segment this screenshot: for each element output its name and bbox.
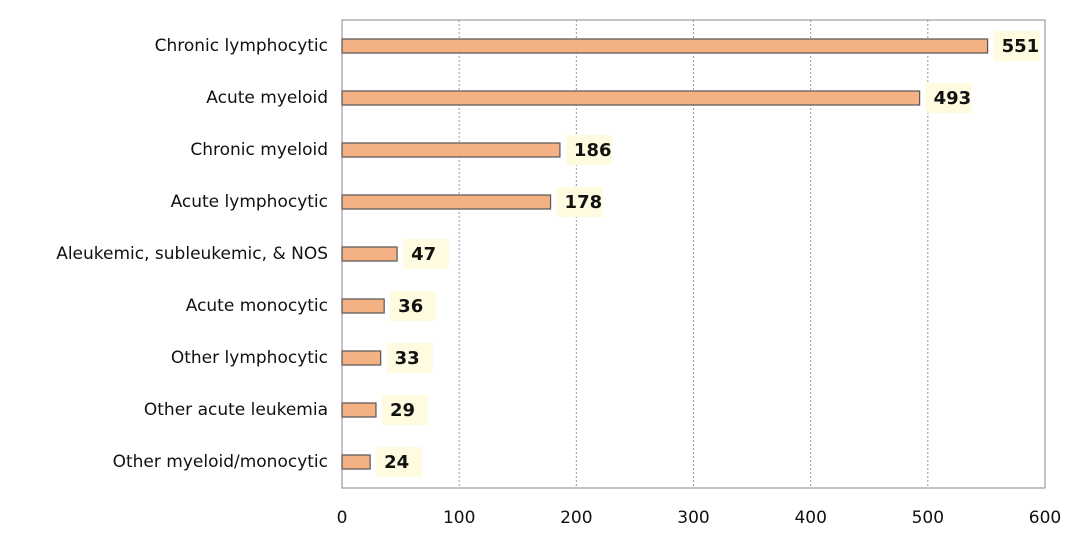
value-label: 493 (934, 88, 972, 109)
x-tick-label: 200 (560, 508, 592, 528)
bar (341, 90, 921, 106)
bar (341, 38, 989, 54)
x-tick-label: 100 (443, 508, 475, 528)
value-label-background (403, 239, 450, 269)
value-label: 178 (565, 192, 603, 213)
value-label: 47 (411, 244, 436, 265)
bar (341, 402, 377, 418)
y-tick-label: Chronic lymphocytic (155, 36, 328, 56)
value-label: 186 (574, 140, 612, 161)
value-label-background (556, 187, 603, 217)
value-label-background (925, 83, 972, 113)
bar (341, 194, 552, 210)
x-tick-label: 600 (1029, 508, 1061, 528)
x-tick-label: 400 (794, 508, 826, 528)
y-tick-label: Chronic myeloid (190, 140, 328, 160)
x-tick-label: 500 (912, 508, 944, 528)
bar (341, 350, 382, 366)
value-label: 33 (395, 348, 420, 369)
value-label-background (376, 447, 423, 477)
y-tick-label: Acute myeloid (206, 88, 328, 108)
x-tick-label: 300 (677, 508, 709, 528)
value-label: 29 (390, 400, 415, 421)
value-label-background (993, 31, 1040, 61)
value-label-background (390, 291, 437, 321)
value-label: 36 (398, 296, 423, 317)
y-tick-label: Other acute leukemia (144, 400, 328, 420)
y-tick-label: Acute monocytic (186, 296, 328, 316)
value-label-background (386, 343, 433, 373)
value-label-background (381, 395, 428, 425)
y-tick-label: Aleukemic, subleukemic, & NOS (56, 244, 328, 264)
value-label-background (565, 135, 612, 165)
y-tick-label: Other lymphocytic (171, 348, 328, 368)
value-label: 551 (1002, 36, 1040, 57)
bar (341, 246, 398, 262)
y-tick-label: Other myeloid/monocytic (113, 452, 328, 472)
bar (341, 298, 385, 314)
x-tick-label: 0 (337, 508, 348, 528)
value-label: 24 (384, 452, 409, 473)
bar (341, 142, 561, 158)
y-tick-label: Acute lymphocytic (171, 192, 328, 212)
bar (341, 454, 371, 470)
